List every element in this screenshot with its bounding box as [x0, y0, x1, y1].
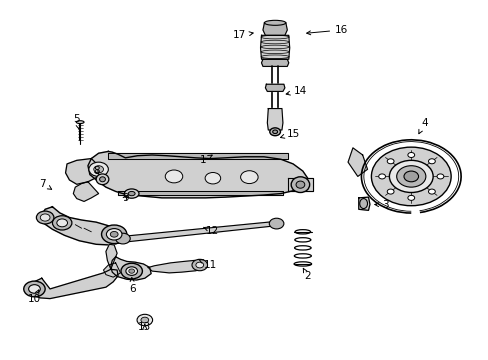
Text: 15: 15 [280, 129, 299, 139]
Polygon shape [103, 263, 120, 277]
Circle shape [388, 160, 432, 193]
Circle shape [378, 174, 385, 179]
Circle shape [436, 174, 443, 179]
Polygon shape [263, 23, 287, 35]
Circle shape [403, 171, 418, 182]
Circle shape [24, 281, 45, 297]
Text: 9: 9 [122, 193, 128, 203]
Circle shape [427, 159, 434, 164]
Polygon shape [122, 221, 277, 242]
Ellipse shape [272, 130, 277, 134]
Circle shape [165, 170, 183, 183]
Text: 10: 10 [28, 290, 41, 303]
Circle shape [269, 218, 284, 229]
Ellipse shape [100, 177, 105, 182]
Circle shape [94, 166, 103, 173]
Ellipse shape [359, 199, 367, 208]
Circle shape [89, 162, 108, 176]
Circle shape [128, 269, 134, 273]
Text: 6: 6 [129, 278, 136, 294]
Polygon shape [347, 148, 367, 176]
Polygon shape [148, 260, 203, 273]
Polygon shape [28, 269, 118, 298]
Text: 3: 3 [374, 200, 388, 210]
Circle shape [386, 159, 393, 164]
Polygon shape [106, 244, 117, 269]
Text: 17: 17 [233, 30, 253, 40]
Text: 2: 2 [303, 268, 310, 282]
Circle shape [196, 262, 203, 268]
Polygon shape [111, 257, 151, 280]
Polygon shape [41, 207, 122, 245]
Text: 4: 4 [418, 118, 427, 134]
Polygon shape [73, 182, 99, 202]
Circle shape [116, 233, 130, 244]
Polygon shape [108, 153, 287, 159]
Ellipse shape [128, 192, 135, 196]
Text: 7: 7 [40, 179, 52, 189]
Polygon shape [265, 84, 285, 91]
Circle shape [110, 231, 118, 237]
Polygon shape [287, 178, 312, 191]
Ellipse shape [269, 128, 280, 136]
Circle shape [192, 259, 207, 271]
Circle shape [36, 211, 54, 224]
Circle shape [125, 267, 137, 275]
Text: 8: 8 [93, 166, 100, 176]
Circle shape [141, 317, 148, 323]
Text: 1: 1 [200, 155, 212, 165]
Circle shape [121, 263, 142, 279]
Circle shape [407, 153, 414, 157]
Ellipse shape [96, 174, 109, 185]
Ellipse shape [76, 121, 84, 123]
Polygon shape [65, 158, 106, 184]
Circle shape [204, 172, 220, 184]
Circle shape [29, 285, 40, 293]
Ellipse shape [264, 20, 285, 25]
Circle shape [40, 214, 50, 221]
Polygon shape [261, 59, 288, 66]
Text: 11: 11 [198, 260, 217, 270]
Text: 5: 5 [73, 114, 80, 130]
Circle shape [240, 171, 258, 184]
Ellipse shape [295, 181, 304, 188]
Circle shape [427, 189, 434, 194]
Polygon shape [267, 109, 283, 130]
Text: 12: 12 [203, 226, 219, 236]
Circle shape [137, 314, 152, 326]
Polygon shape [260, 35, 289, 59]
Ellipse shape [124, 189, 139, 198]
Circle shape [106, 229, 122, 240]
Circle shape [57, 219, 67, 227]
Circle shape [52, 216, 72, 230]
Circle shape [407, 195, 414, 201]
Polygon shape [118, 191, 283, 195]
Text: 14: 14 [285, 86, 306, 96]
Text: 16: 16 [306, 25, 347, 35]
Text: 13: 13 [138, 322, 151, 332]
Circle shape [371, 147, 450, 206]
Ellipse shape [290, 177, 309, 193]
Circle shape [102, 225, 126, 244]
Circle shape [396, 166, 425, 187]
Polygon shape [358, 197, 369, 210]
Polygon shape [88, 152, 307, 198]
Circle shape [386, 189, 393, 194]
